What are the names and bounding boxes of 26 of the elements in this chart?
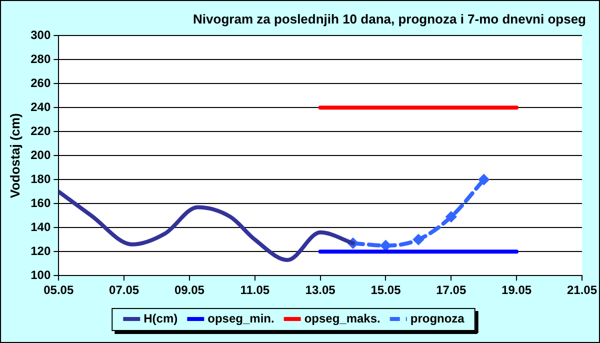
y-tick-label: 140: [30, 220, 51, 234]
x-tick-label: 09.05: [174, 283, 205, 298]
y-tick-label: 240: [30, 100, 51, 114]
y-tick-label: 100: [30, 268, 51, 282]
y-tick-label: 280: [30, 52, 51, 66]
x-tick-label: 21.05: [566, 283, 598, 298]
legend-label: prognoza: [410, 311, 465, 326]
x-tick-label: 17.05: [436, 283, 466, 298]
legend-label: H(cm): [144, 311, 178, 326]
chart-title: Nivogram za poslednjih 10 dana, prognoza i 7-mo dnevni opseg: [193, 11, 586, 26]
x-tick-label: 19.05: [502, 283, 532, 298]
x-tick-label: 05.05: [44, 283, 74, 298]
y-tick-label: 160: [30, 196, 51, 210]
y-tick-label: 120: [30, 244, 51, 258]
x-tick-label: 15.05: [370, 283, 402, 298]
y-tick-label: 180: [30, 172, 51, 186]
x-tick-label: 13.05: [305, 283, 336, 298]
y-tick-label: 300: [30, 28, 51, 42]
x-tick-label: 07.05: [109, 283, 140, 298]
y-tick-label: 200: [30, 148, 51, 162]
legend-label: opseg_min.: [208, 311, 274, 326]
x-tick-label: 11.05: [240, 283, 270, 298]
y-tick-label: 260: [30, 76, 51, 90]
legend-label: opseg_maks.: [304, 311, 380, 326]
y-axis-title: Vodostaj (cm): [7, 113, 22, 198]
y-tick-label: 220: [30, 124, 51, 138]
